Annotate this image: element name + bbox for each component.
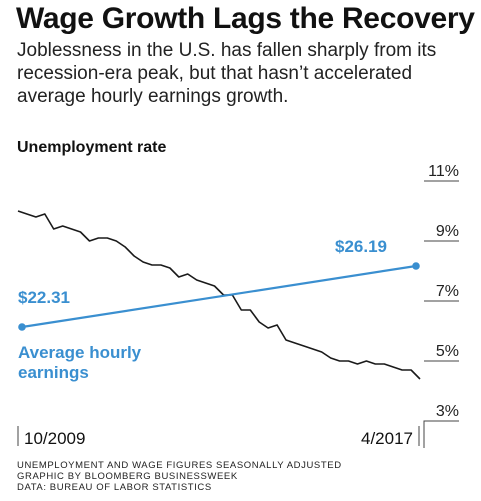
unemployment-series-line [17, 210, 421, 380]
wage-end-point [412, 262, 420, 270]
wage-series-name-line: Average hourly [18, 343, 142, 362]
wage-series-name-line: earnings [18, 363, 89, 382]
wage-end-label: $26.19 [335, 237, 387, 256]
y-tick-label: 3% [436, 403, 459, 420]
y-axis-corner [423, 420, 459, 448]
wage-start-point [18, 323, 26, 331]
chart-canvas: Unemployment rate 11% 9% 7% 5% 3% 10/2009 4/2… [17, 139, 459, 448]
y-tick-label: 5% [436, 343, 459, 360]
y-tick-label: 7% [436, 283, 459, 300]
wage-series-name: Average hourly earnings [18, 343, 142, 382]
y-tick-label: 11% [428, 163, 459, 180]
wage-series-line [21, 264, 417, 329]
footnote-line-graphic: GRAPHIC BY BLOOMBERG BUSINESSWEEK [17, 471, 238, 482]
footnote: UNEMPLOYMENT AND WAGE FIGURES SEASONALLY… [17, 460, 342, 493]
y-tick-label: 9% [436, 223, 459, 240]
chart-title: Wage Growth Lags the Recovery [16, 2, 475, 35]
x-tick-label: 10/2009 [24, 429, 85, 448]
footnote-line-adjusted: UNEMPLOYMENT AND WAGE FIGURES SEASONALLY… [17, 460, 342, 471]
chart-subtitle: Joblessness in the U.S. has fallen sharp… [17, 40, 437, 107]
x-tick-label: 4/2017 [361, 429, 413, 448]
y-axis-label: Unemployment rate [17, 139, 166, 156]
wage-start-label: $22.31 [18, 288, 70, 307]
footnote-line-source: DATA: BUREAU OF LABOR STATISTICS [17, 482, 212, 493]
